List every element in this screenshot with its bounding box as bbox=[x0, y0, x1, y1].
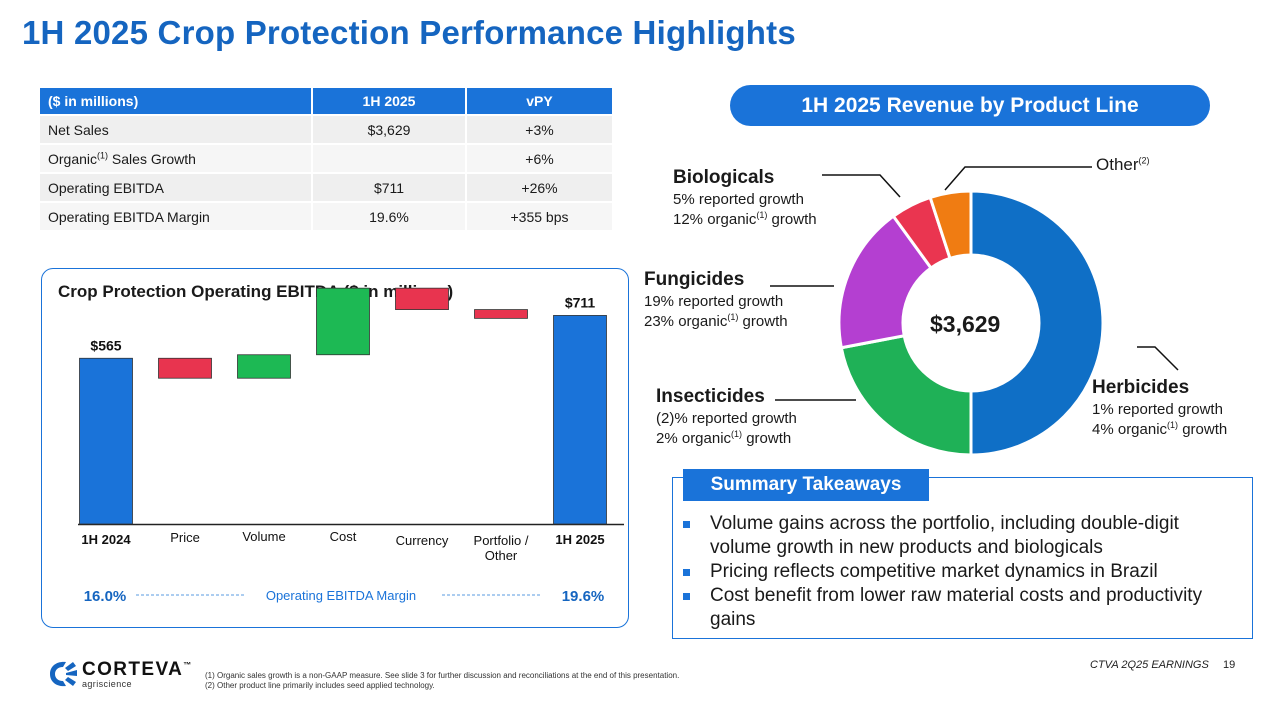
waterfall-category-label: Price bbox=[170, 530, 200, 545]
waterfall-category-label: Cost bbox=[330, 529, 357, 544]
row-label: Operating EBITDA Margin bbox=[40, 203, 311, 230]
row-value: $711 bbox=[313, 174, 465, 201]
metrics-table: ($ in millions) 1H 2025 vPY Net Sales $3… bbox=[38, 86, 614, 232]
table-row: Operating EBITDA Margin 19.6% +355 bps bbox=[40, 203, 612, 230]
donut-slice-other bbox=[928, 189, 973, 261]
column-header: 1H 2025 bbox=[313, 88, 465, 114]
row-label: Operating EBITDA bbox=[40, 174, 311, 201]
donut-slice-herbicides bbox=[969, 189, 1105, 457]
list-item: Volume gains across the portfolio, inclu… bbox=[680, 512, 1240, 560]
waterfall-bar-volume bbox=[237, 354, 291, 379]
segment-label-herbicides: Herbicides 1% reported growth 4% organic… bbox=[1092, 377, 1228, 438]
leader-line-other bbox=[944, 166, 1092, 191]
corteva-logo-icon bbox=[50, 661, 77, 687]
waterfall-category-label: Currency bbox=[396, 533, 449, 548]
row-value: 19.6% bbox=[313, 203, 465, 230]
waterfall-bar-price bbox=[158, 357, 212, 379]
page-title: 1H 2025 Crop Protection Performance High… bbox=[22, 14, 796, 51]
row-vpy: +355 bps bbox=[467, 203, 612, 230]
waterfall-bar-portfolio-other bbox=[474, 309, 528, 319]
table-row: Operating EBITDA $711 +26% bbox=[40, 174, 612, 201]
segment-label-insecticides: Insecticides (2)% reported growth 2% org… bbox=[656, 386, 797, 447]
waterfall-category-label: Portfolio / Other bbox=[474, 533, 529, 563]
waterfall-data-label: $565 bbox=[90, 337, 121, 353]
waterfall-data-label: $711 bbox=[565, 294, 596, 310]
list-item: Cost benefit from lower raw material cos… bbox=[680, 584, 1240, 632]
table-row: Organic(1) Sales Growth +6% bbox=[40, 145, 612, 172]
square-bullet-icon bbox=[683, 593, 690, 600]
row-label: Net Sales bbox=[40, 116, 311, 143]
row-value bbox=[313, 145, 465, 172]
waterfall-bar-1h-2024 bbox=[79, 357, 133, 525]
summary-box bbox=[672, 477, 1253, 639]
margin-label: Operating EBITDA Margin bbox=[266, 588, 416, 603]
donut-slice-insecticides bbox=[839, 333, 973, 457]
table-header-row: ($ in millions) 1H 2025 vPY bbox=[40, 88, 612, 114]
waterfall-bar-cost bbox=[316, 287, 370, 356]
donut-total: $3,629 bbox=[930, 311, 1001, 337]
summary-list: Volume gains across the portfolio, inclu… bbox=[680, 512, 1240, 632]
row-value: $3,629 bbox=[313, 116, 465, 143]
segment-label-other: Other(2) bbox=[1096, 155, 1150, 174]
row-vpy: +26% bbox=[467, 174, 612, 201]
segment-label-biologicals: Biologicals 5% reported growth 12% organ… bbox=[673, 167, 817, 228]
square-bullet-icon bbox=[683, 569, 690, 576]
column-header: vPY bbox=[467, 88, 612, 114]
waterfall-category-label: 1H 2024 bbox=[81, 532, 131, 547]
leader-line-biologicals bbox=[822, 174, 901, 198]
row-vpy: +6% bbox=[467, 145, 612, 172]
square-bullet-icon bbox=[683, 521, 690, 528]
waterfall-bar-1h-2025 bbox=[553, 315, 607, 525]
margin-start-value: 16.0% bbox=[84, 588, 127, 605]
footnote-2: (2) Other product line primarily include… bbox=[205, 681, 435, 690]
footnote-1: (1) Organic sales growth is a non-GAAP m… bbox=[205, 671, 680, 680]
waterfall-category-label: Volume bbox=[242, 529, 285, 544]
waterfall-category-label: 1H 2025 bbox=[555, 532, 604, 547]
leader-line-herbicides bbox=[1137, 346, 1179, 371]
donut-segments bbox=[837, 189, 1105, 457]
waterfall-bar-currency bbox=[395, 287, 449, 310]
page-number: 19 bbox=[1223, 659, 1236, 671]
logo-subtext: agriscience bbox=[82, 679, 132, 689]
column-header: ($ in millions) bbox=[40, 88, 311, 114]
margin-end-value: 19.6% bbox=[562, 588, 605, 605]
footnotes: (1) Organic sales growth is a non-GAAP m… bbox=[205, 671, 679, 691]
segment-label-fungicides: Fungicides 19% reported growth 23% organ… bbox=[644, 269, 788, 330]
row-vpy: +3% bbox=[467, 116, 612, 143]
list-item: Pricing reflects competitive market dyna… bbox=[680, 560, 1240, 584]
revenue-by-product-line-title: 1H 2025 Revenue by Product Line bbox=[730, 85, 1210, 126]
footer-source: CTVA 2Q25 EARNINGS bbox=[1090, 659, 1209, 671]
row-label: Organic(1) Sales Growth bbox=[40, 145, 311, 172]
summary-title: Summary Takeaways bbox=[683, 469, 929, 501]
logo-wordmark: CORTEVA™ bbox=[82, 659, 193, 680]
table-row: Net Sales $3,629 +3% bbox=[40, 116, 612, 143]
